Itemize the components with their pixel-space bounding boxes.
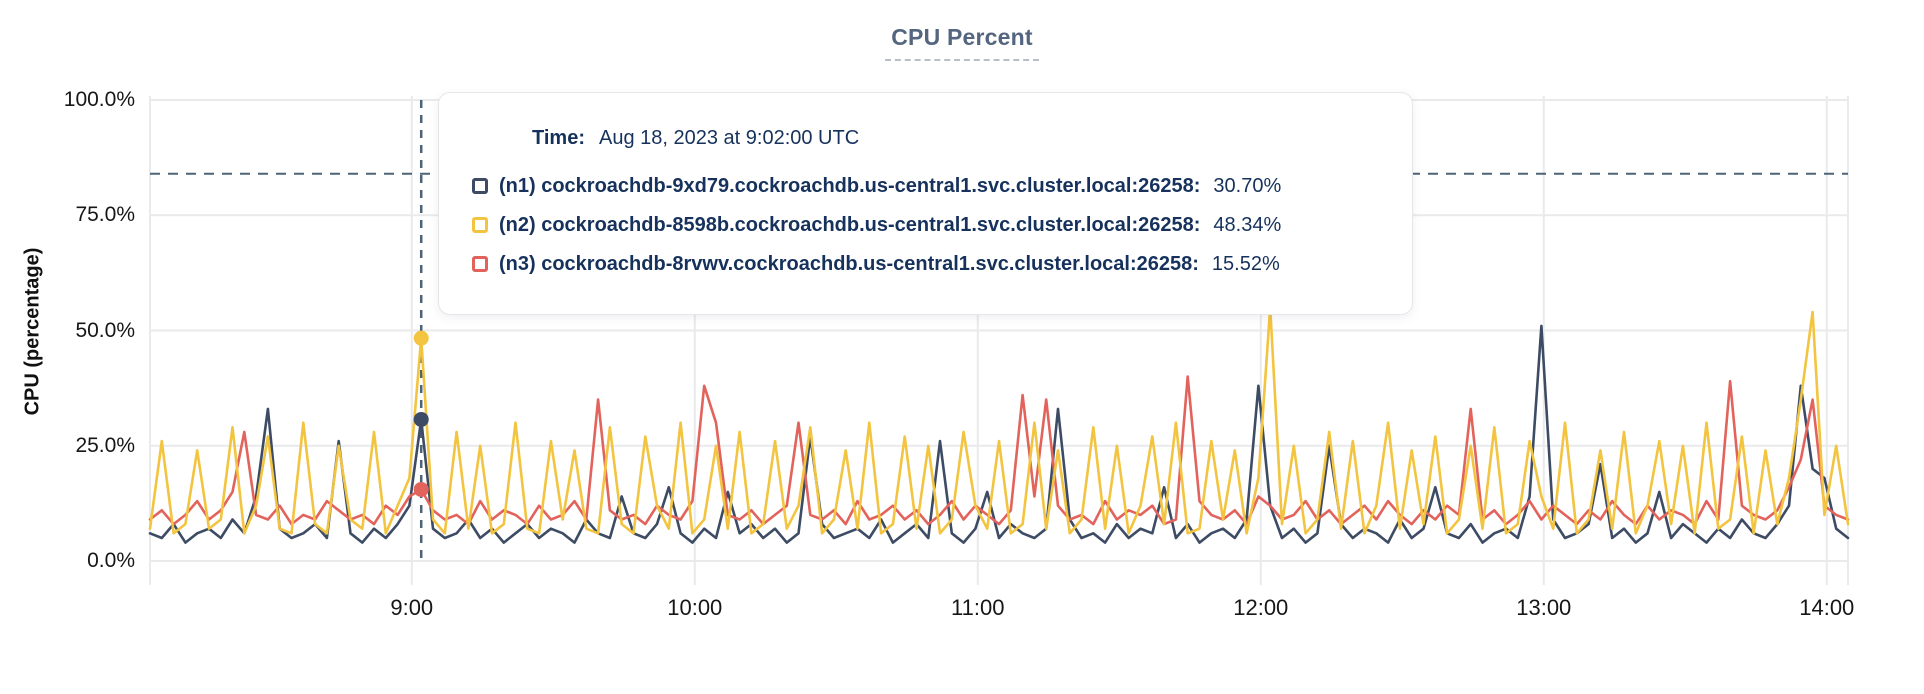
x-tick-label: 10:00	[667, 595, 723, 620]
hover-dot-n3	[413, 481, 429, 497]
series-value-n3: 15.52%	[1211, 252, 1280, 275]
x-tick-label: 9:00	[390, 595, 434, 620]
x-tick-label: 12:00	[1233, 595, 1289, 620]
hover-dot-n1	[413, 411, 429, 427]
series-value-n2: 48.34%	[1213, 213, 1282, 236]
tooltip-series-row-n2: (n2) cockroachdb-8598b.cockroachdb.us-ce…	[472, 213, 1376, 237]
series-label-n1: (n1) cockroachdb-9xd79.cockroachdb.us-ce…	[499, 174, 1201, 197]
chart-title: CPU Percent	[885, 24, 1039, 61]
series-line-n2	[148, 306, 1850, 535]
series-label-n3: (n3) cockroachdb-8rvwv.cockroachdb.us-ce…	[499, 252, 1199, 275]
tooltip-series-row-n3: (n3) cockroachdb-8rvwv.cockroachdb.us-ce…	[472, 252, 1376, 276]
y-tick-label: 100.0%	[63, 88, 135, 111]
tooltip-time-value: Aug 18, 2023 at 9:02:00 UTC	[598, 127, 860, 149]
x-tick-label: 14:00	[1799, 595, 1855, 620]
series-swatch-n3-icon	[472, 256, 488, 272]
tooltip-series-row-n1: (n1) cockroachdb-9xd79.cockroachdb.us-ce…	[472, 174, 1376, 198]
y-tick-label: 25.0%	[75, 433, 135, 457]
y-tick-label: 75.0%	[75, 203, 135, 227]
series-swatch-n2-icon	[472, 217, 488, 233]
y-tick-label: 50.0%	[75, 318, 135, 342]
series-label-n2: (n2) cockroachdb-8598b.cockroachdb.us-ce…	[499, 213, 1201, 236]
y-tick-label: 0.0%	[87, 549, 135, 572]
series-value-n1: 30.70%	[1213, 174, 1282, 197]
x-tick-label: 11:00	[951, 595, 1005, 620]
hover-dot-n2	[413, 330, 429, 346]
hover-tooltip: Time: Aug 18, 2023 at 9:02:00 UTC (n1) co…	[438, 92, 1413, 315]
tooltip-time-row: Time: Aug 18, 2023 at 9:02:00 UTC	[532, 127, 1376, 150]
series-line-n1	[148, 324, 1850, 544]
series-swatch-n1-icon	[472, 178, 488, 194]
tooltip-time-label: Time:	[532, 127, 585, 149]
chart-header: CPU Percent	[0, 24, 1924, 61]
x-tick-label: 13:00	[1516, 595, 1572, 620]
